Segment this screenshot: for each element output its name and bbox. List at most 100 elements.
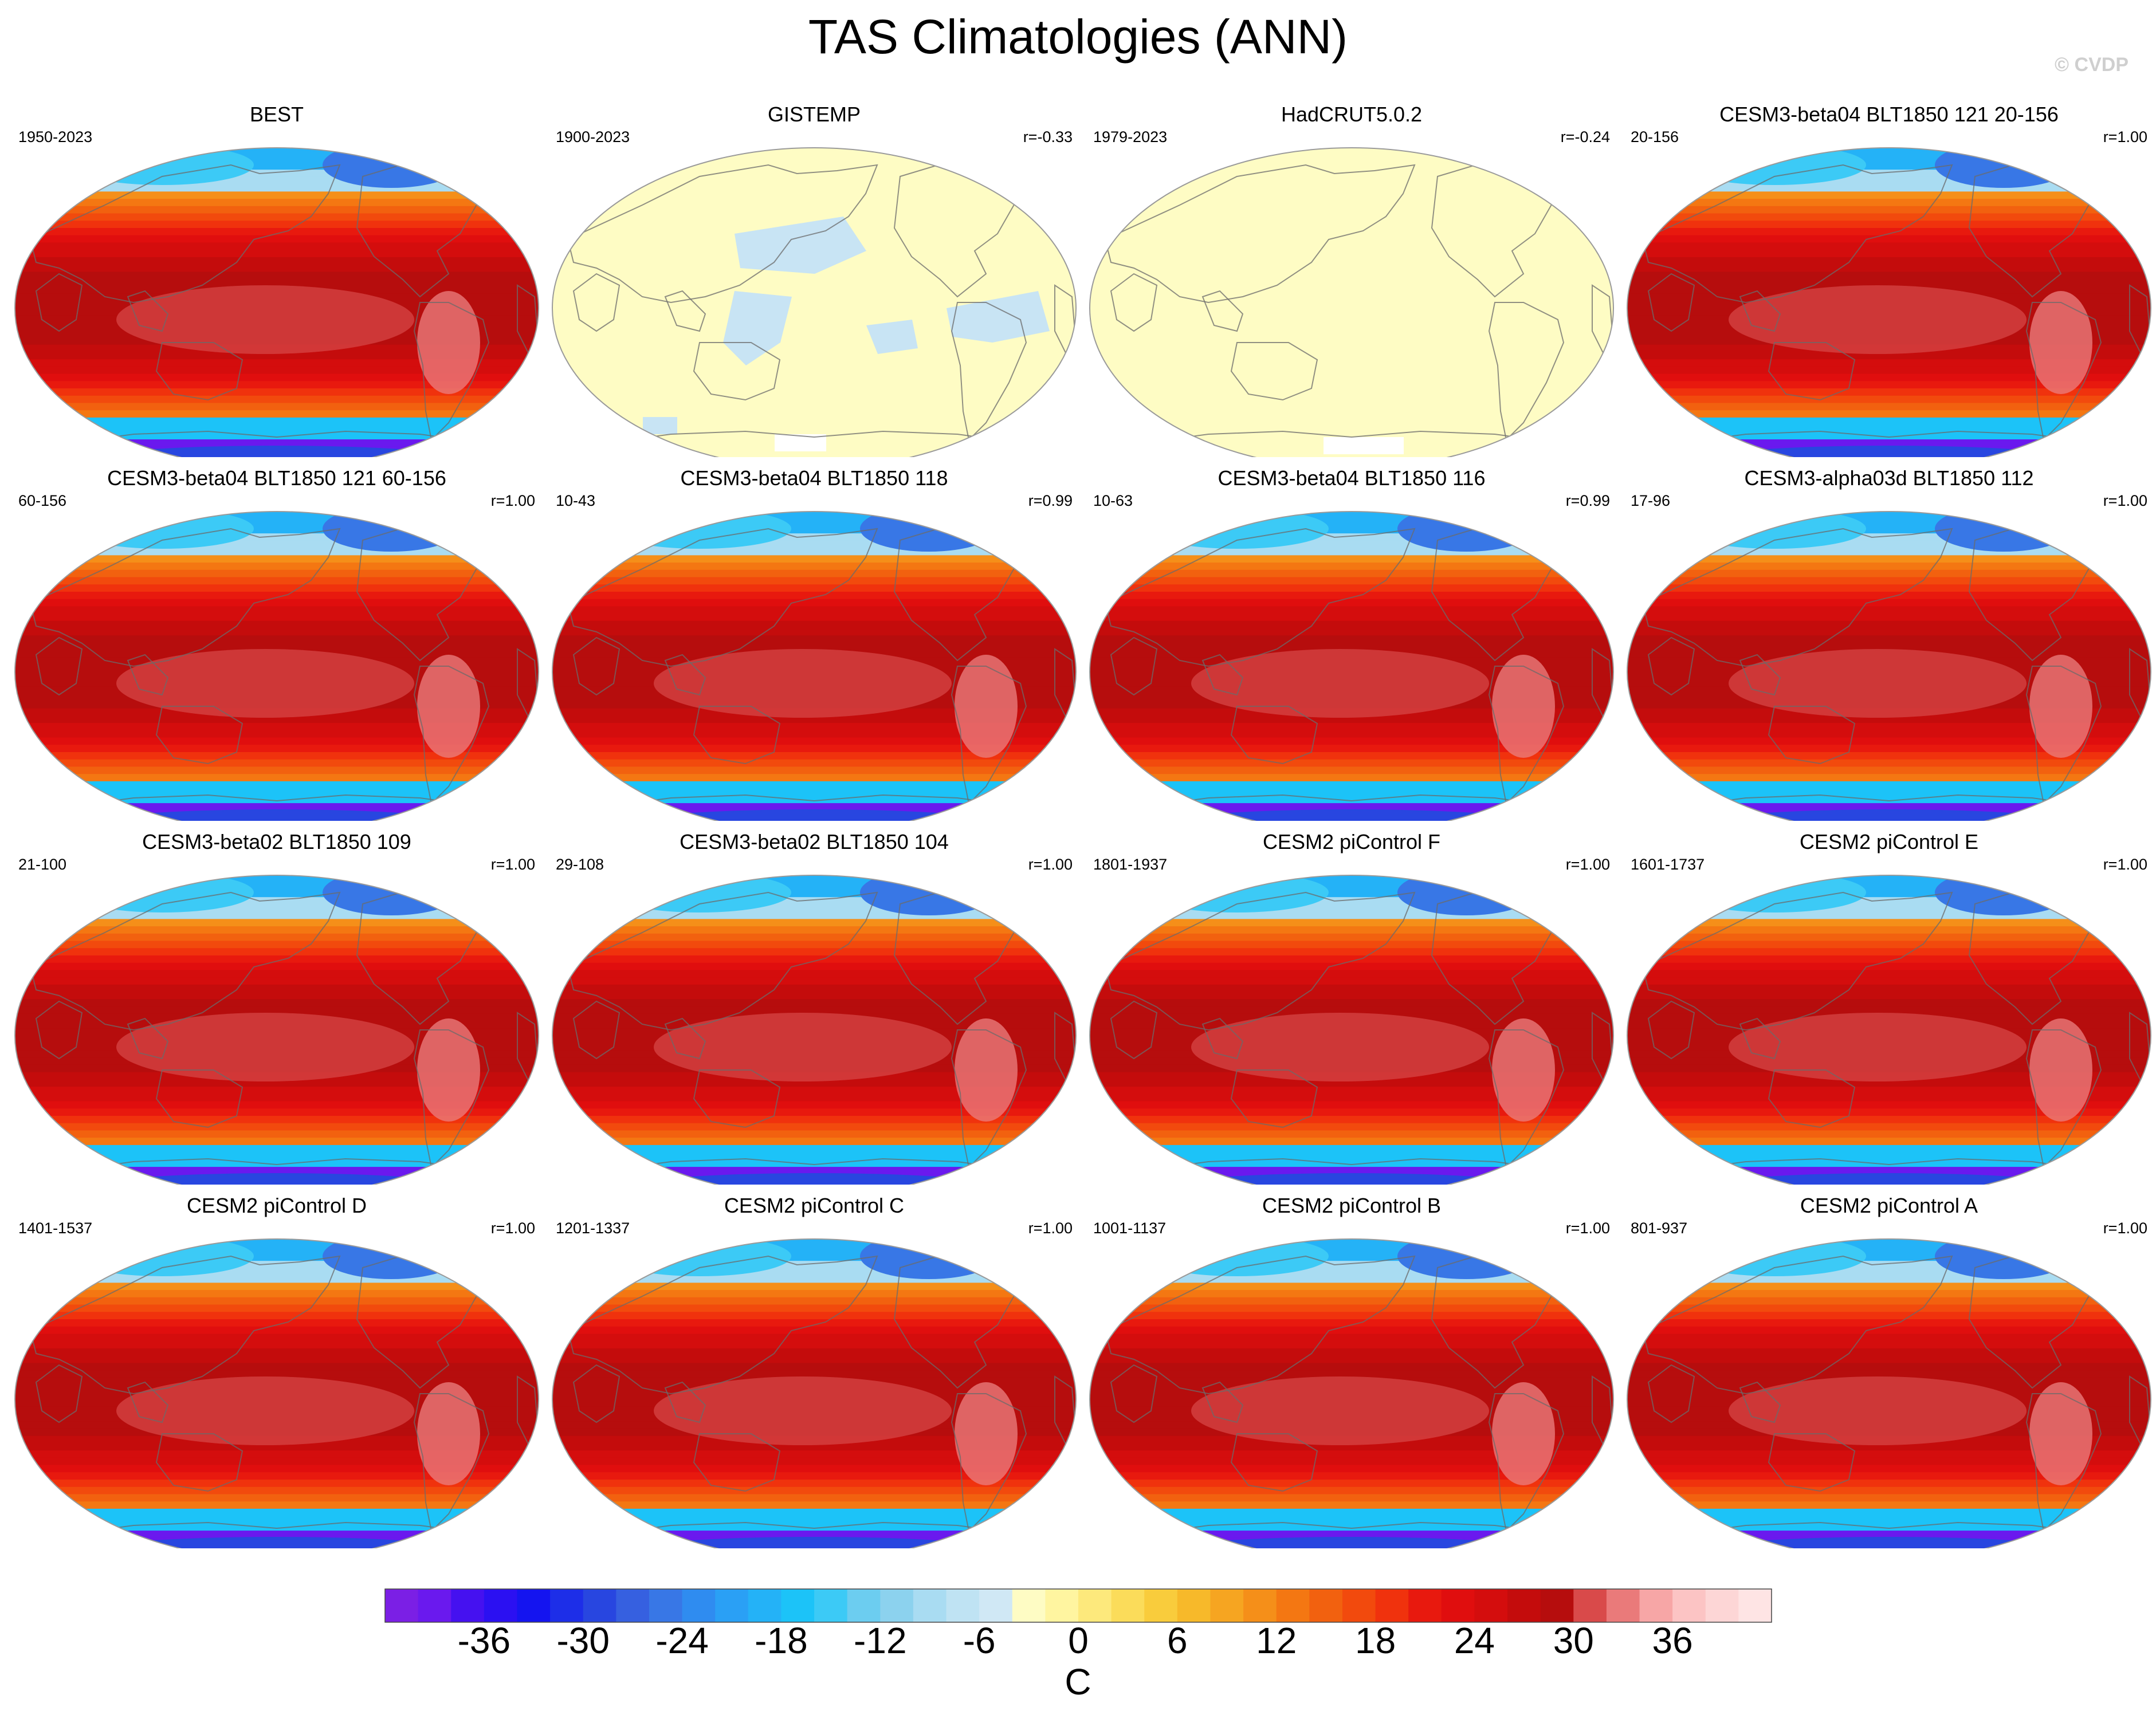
colorbar-box — [715, 1589, 749, 1622]
colorbar-box — [1507, 1589, 1541, 1622]
colorbar-box — [1738, 1589, 1772, 1622]
map-panel: CESM3-beta02 BLT1850 109 21-100 r=1.00 — [8, 829, 545, 1185]
panel-title: CESM3-beta02 BLT1850 104 — [680, 830, 949, 853]
map-panel: CESM2 piControl E 1601-1737 r=1.00 — [1620, 829, 2156, 1185]
colorbar-box — [1012, 1589, 1046, 1622]
map-panel: GISTEMP 1900-2023 r=-0.33 — [545, 102, 1083, 457]
panel-correlation: r=1.00 — [2103, 128, 2147, 145]
panel-period: 17-96 — [1631, 492, 1671, 509]
colorbar-box — [913, 1589, 947, 1622]
panel-title: CESM2 piControl A — [1800, 1194, 1978, 1217]
colorbar-box — [1705, 1589, 1739, 1622]
panel-correlation: r=1.00 — [490, 492, 535, 509]
colorbar-box — [946, 1589, 980, 1622]
world-map — [1089, 875, 1614, 1185]
map-field — [15, 875, 539, 1185]
colorbar-box — [517, 1589, 551, 1622]
panel-period: 1801-1937 — [1093, 856, 1168, 873]
panel-period: 29-108 — [556, 856, 604, 873]
figure-title: TAS Climatologies (ANN) — [808, 10, 1348, 64]
panel-correlation: r=1.00 — [2103, 1220, 2147, 1237]
panel-title: CESM2 piControl B — [1262, 1194, 1442, 1217]
colorbar-tick-label: 0 — [1068, 1620, 1089, 1661]
panel-title: GISTEMP — [767, 103, 861, 126]
panel-period: 1201-1337 — [556, 1220, 630, 1237]
colorbar-tick-label: -12 — [854, 1620, 907, 1661]
panel-correlation: r=1.00 — [490, 1220, 535, 1237]
world-map — [552, 875, 1077, 1185]
world-map — [552, 511, 1077, 821]
panel-correlation: r=1.00 — [1565, 1220, 1610, 1237]
world-map — [1627, 511, 2151, 821]
map-panel-grid: BEST 1950-2023 GISTEMP 1900-2023 r=-0.33 HadC… — [8, 102, 2156, 1548]
colorbar-box — [1342, 1589, 1376, 1622]
panel-title: CESM3-beta04 BLT1850 118 — [680, 466, 948, 490]
colorbar-tick-label: 6 — [1167, 1620, 1188, 1661]
panel-title: CESM3-beta04 BLT1850 116 — [1218, 466, 1486, 490]
panel-correlation: r=1.00 — [2103, 856, 2147, 873]
map-field — [552, 875, 1076, 1185]
colorbar-box — [616, 1589, 650, 1622]
map-panel: BEST 1950-2023 — [8, 102, 545, 457]
panel-period: 10-43 — [556, 492, 596, 509]
map-field — [15, 512, 539, 821]
world-map — [14, 511, 539, 821]
map-panel: CESM3-beta04 BLT1850 116 10-63 r=0.99 — [1083, 466, 1620, 821]
panel-correlation: r=1.00 — [1028, 1220, 1073, 1237]
panel-correlation: r=-0.33 — [1023, 128, 1073, 145]
map-field — [552, 1239, 1076, 1548]
panel-title: CESM2 piControl C — [724, 1194, 905, 1217]
world-map — [1627, 875, 2151, 1185]
colorbar-tick-label: 12 — [1256, 1620, 1297, 1661]
colorbar-box — [1210, 1589, 1244, 1622]
world-map — [14, 147, 539, 457]
colorbar-box — [1375, 1589, 1409, 1622]
panel-period: 1979-2023 — [1093, 128, 1168, 145]
colorbar-box — [1672, 1589, 1706, 1622]
map-panel: CESM2 piControl B 1001-1137 r=1.00 — [1083, 1193, 1620, 1548]
panel-title: CESM3-beta02 BLT1850 109 — [142, 830, 411, 853]
colorbar-box — [649, 1589, 683, 1622]
colorbar-box — [1309, 1589, 1343, 1622]
colorbar-box — [880, 1589, 914, 1622]
panel-title: CESM2 piControl D — [186, 1194, 367, 1217]
world-map — [552, 147, 1077, 457]
colorbar-tick-label: 24 — [1454, 1620, 1495, 1661]
colorbar-box — [847, 1589, 881, 1622]
panel-period: 801-937 — [1631, 1220, 1688, 1237]
colorbar-box — [1078, 1589, 1112, 1622]
colorbar-box — [748, 1589, 781, 1622]
colorbar-tick-label: -36 — [457, 1620, 511, 1661]
colorbar-box — [1144, 1589, 1178, 1622]
panel-correlation: r=0.99 — [1028, 492, 1073, 509]
colorbar-box — [1573, 1589, 1607, 1622]
colorbar-tick-label: 18 — [1354, 1620, 1396, 1661]
panel-period: 10-63 — [1093, 492, 1133, 509]
colorbar-box — [418, 1589, 451, 1622]
colorbar-box — [1243, 1589, 1277, 1622]
colorbar-box — [385, 1589, 419, 1622]
colorbar-box — [583, 1589, 616, 1622]
panel-correlation: r=1.00 — [490, 856, 535, 873]
world-map — [1089, 1238, 1614, 1548]
colorbar-box — [979, 1589, 1013, 1622]
panel-title: CESM3-beta04 BLT1850 121 60-156 — [107, 466, 446, 490]
world-map — [1627, 1238, 2151, 1548]
panel-title: BEST — [249, 103, 304, 126]
colorbar-box — [1408, 1589, 1442, 1622]
map-panel: CESM2 piControl F 1801-1937 r=1.00 — [1083, 829, 1620, 1185]
panel-period: 1900-2023 — [556, 128, 630, 145]
map-panel: CESM3-beta04 BLT1850 121 60-156 60-156 r=1… — [8, 466, 545, 821]
map-panel: CESM3-beta02 BLT1850 104 29-108 r=1.00 — [545, 829, 1083, 1185]
world-map — [14, 875, 539, 1185]
colorbar-tick-label: 36 — [1652, 1620, 1693, 1661]
watermark: © CVDP — [2055, 54, 2128, 76]
colorbar-box — [781, 1589, 815, 1622]
map-field — [552, 148, 1076, 457]
map-field — [1627, 148, 2151, 457]
panel-period: 60-156 — [18, 492, 67, 509]
panel-correlation: r=-0.24 — [1560, 128, 1610, 145]
panel-title: HadCRUT5.0.2 — [1281, 103, 1423, 126]
colorbar-box — [682, 1589, 716, 1622]
colorbar-tick-label: 30 — [1553, 1620, 1594, 1661]
